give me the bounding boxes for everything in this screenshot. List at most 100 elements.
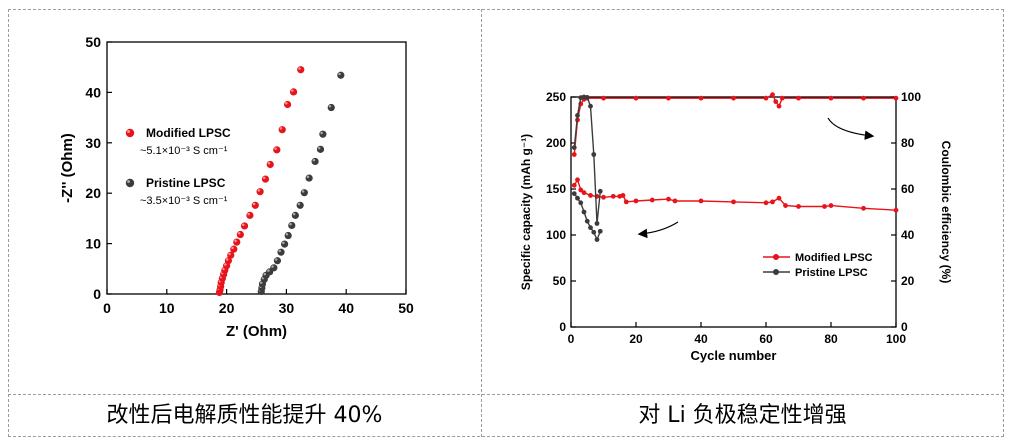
efficiency-point — [666, 95, 671, 101]
efficiency-point — [796, 95, 801, 101]
efficiency-point — [571, 145, 577, 151]
efficiency-point — [779, 95, 785, 101]
capacity-point — [571, 191, 577, 197]
efficiency-point — [601, 95, 606, 101]
x-axis-label: Cycle number — [691, 348, 777, 363]
x-tick-label: 40 — [694, 332, 708, 346]
x-tick-label: 40 — [338, 300, 354, 316]
y2-tick-label: 0 — [901, 320, 908, 334]
capacity-point — [763, 200, 769, 206]
capacity-point — [776, 195, 782, 201]
y-tick-label: 10 — [85, 236, 101, 252]
x-tick-label: 10 — [159, 300, 175, 316]
capacity-point — [584, 218, 590, 224]
y-tick-label: 200 — [546, 136, 566, 150]
caption-left: 改性后电解质性能提升 40% — [106, 403, 383, 428]
plot-area-frame — [106, 41, 407, 295]
y2-tick-label: 100 — [901, 90, 921, 104]
x-tick-label: 30 — [279, 300, 295, 316]
efficiency-point — [731, 95, 736, 101]
efficiency-point — [584, 95, 590, 100]
capacity-point — [575, 177, 580, 183]
x-tick-label: 0 — [103, 300, 111, 316]
efficiency-point — [770, 92, 775, 98]
capacity-point — [575, 195, 580, 201]
capacity-point — [796, 204, 801, 209]
efficiency-point — [763, 95, 769, 101]
capacity-point — [578, 187, 584, 193]
capacity-point — [861, 205, 866, 211]
x-tick-label: 60 — [759, 332, 773, 346]
efficiency-point — [591, 152, 597, 157]
efficiency-point — [594, 221, 600, 226]
legend-sublabel: ~5.1×10⁻³ S cm⁻¹ — [140, 145, 228, 157]
efficiency-point — [828, 95, 834, 101]
x-tick-label: 20 — [629, 332, 643, 346]
capacity-point — [893, 207, 899, 213]
y-tick-label: 0 — [559, 320, 566, 334]
legend-label: Pristine LPSC — [146, 176, 226, 190]
figure-frame — [8, 9, 1004, 437]
panel-divider — [481, 9, 482, 437]
capacity-point — [666, 196, 671, 202]
efficiency-point — [575, 113, 580, 118]
efficiency-point — [861, 95, 866, 101]
capacity-point — [601, 194, 606, 200]
y-tick-label: 50 — [85, 34, 101, 50]
x-tick-label: 80 — [824, 332, 838, 346]
y-tick-label: 30 — [85, 135, 101, 151]
capacity-point — [633, 198, 639, 204]
capacity-point — [591, 229, 597, 235]
y2-tick-label: 80 — [901, 136, 915, 150]
efficiency-point — [588, 103, 593, 109]
y-tick-label: 150 — [546, 182, 566, 196]
efficiency-point — [633, 95, 639, 101]
capacity-point — [623, 199, 629, 205]
legend-sublabel: ~3.5×10⁻³ S cm⁻¹ — [140, 195, 228, 207]
y-tick-label: 20 — [85, 185, 101, 201]
capacity-point — [578, 200, 584, 206]
capacity-point — [822, 204, 827, 209]
legend-marker — [773, 254, 779, 260]
capacity-point — [620, 193, 626, 198]
eis-nyquist-chart: 0 10 20 30 40 50 0 10 20 30 40 50 Z' (Ohm) -Z'' (Ohm)… — [59, 34, 414, 340]
annotation-arrow-left — [637, 221, 679, 239]
y2-tick-label: 60 — [901, 182, 915, 196]
legend-marker — [773, 269, 779, 275]
capacity-point — [828, 203, 834, 208]
caption-divider — [8, 394, 1004, 395]
y-tick-label: 250 — [546, 90, 566, 104]
efficiency-point — [597, 188, 603, 194]
y-tick-label: 100 — [546, 228, 566, 242]
efficiency-point — [698, 95, 704, 101]
capacity-point — [581, 209, 587, 215]
y-tick-label: 40 — [85, 84, 101, 100]
capacity-point — [588, 193, 593, 198]
capacity-point — [770, 199, 775, 205]
y-tick-label: 50 — [553, 274, 567, 288]
capacity-point — [698, 198, 704, 204]
capacity-point — [783, 203, 788, 208]
efficiency-point — [776, 103, 782, 109]
capacity-point — [610, 193, 616, 199]
x-axis-label: Z' (Ohm) — [226, 323, 287, 340]
legend-label: Modified LPSC — [146, 126, 231, 140]
y-axis-label: -Z'' (Ohm) — [59, 133, 76, 203]
capacity-point — [597, 228, 603, 234]
x-tick-label: 100 — [886, 332, 906, 346]
capacity-point — [588, 225, 593, 231]
capacity-point — [594, 237, 600, 243]
efficiency-point — [571, 152, 577, 157]
y2-tick-label: 20 — [901, 274, 915, 288]
efficiency-point — [773, 99, 779, 104]
capacity-point — [571, 182, 577, 188]
y2-axis-label: Coulombic efficiency (%) — [939, 141, 953, 284]
y-axis-label: Specific capacity (mAh g⁻¹) — [519, 134, 533, 290]
cycling-chart: 0 20 40 60 80 100050100150200250020406080100C… — [519, 90, 953, 363]
x-tick-label: 20 — [219, 300, 235, 316]
y2-tick-label: 40 — [901, 228, 915, 242]
efficiency-point — [893, 95, 899, 101]
annotation-arrow-right — [827, 117, 875, 140]
legend-label: Pristine LPSC — [795, 267, 868, 279]
x-tick-label: 50 — [398, 300, 414, 316]
